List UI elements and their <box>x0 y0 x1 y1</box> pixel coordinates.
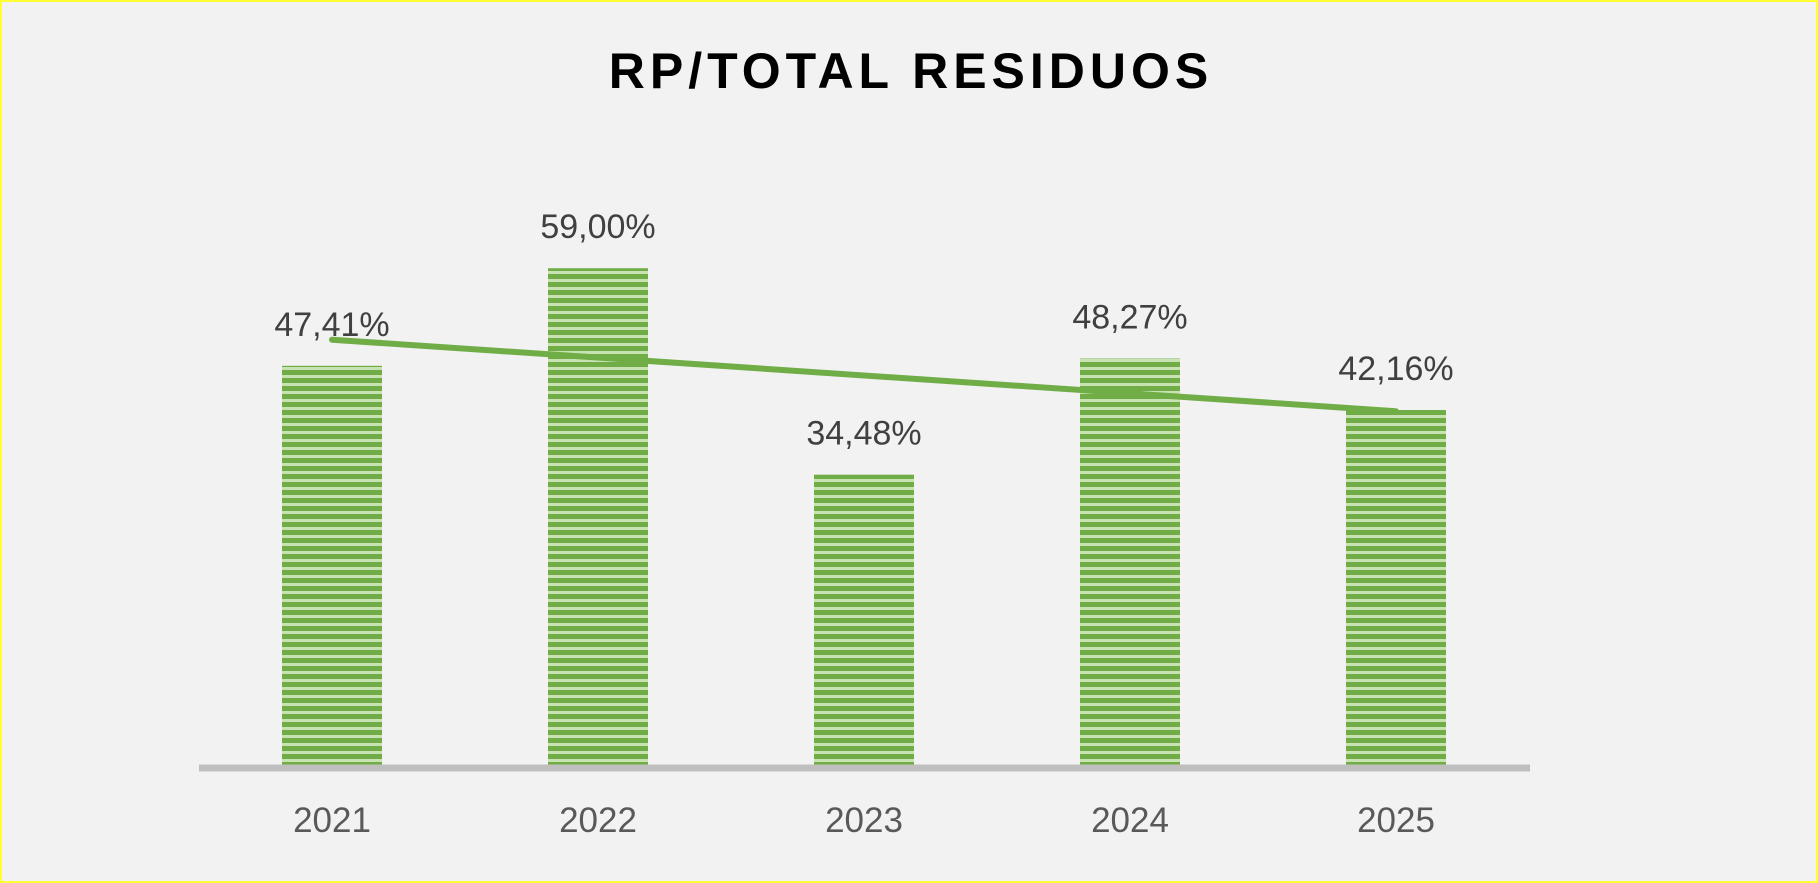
data-label-2021: 47,41% <box>274 306 389 344</box>
trendline <box>329 336 1399 415</box>
bar-2023 <box>814 474 914 765</box>
data-label-2025: 42,16% <box>1338 350 1453 388</box>
bar-2021 <box>282 365 382 765</box>
trendline-layer <box>329 336 1399 415</box>
data-label-2024: 48,27% <box>1072 299 1187 337</box>
bar-2024 <box>1080 358 1180 765</box>
x-tick-label-2025: 2025 <box>1357 801 1435 840</box>
bar-2022 <box>548 268 648 765</box>
x-tick-label-2021: 2021 <box>293 801 371 840</box>
x-tick-label-2023: 2023 <box>825 801 903 840</box>
x-tick-labels-layer: 2021 2022 2023 2024 2025 <box>293 801 1435 840</box>
data-label-2023: 34,48% <box>806 415 921 453</box>
data-labels-layer: 47,41% 59,00% 34,48% 48,27% 42,16% <box>274 208 1453 452</box>
x-tick-label-2022: 2022 <box>559 801 637 840</box>
bar-2025 <box>1346 410 1446 765</box>
data-label-2022: 59,00% <box>540 208 655 246</box>
x-tick-label-2024: 2024 <box>1091 801 1169 840</box>
bars-layer <box>282 268 1446 765</box>
chart-title: RP/TOTAL RESIDUOS <box>608 43 1214 99</box>
